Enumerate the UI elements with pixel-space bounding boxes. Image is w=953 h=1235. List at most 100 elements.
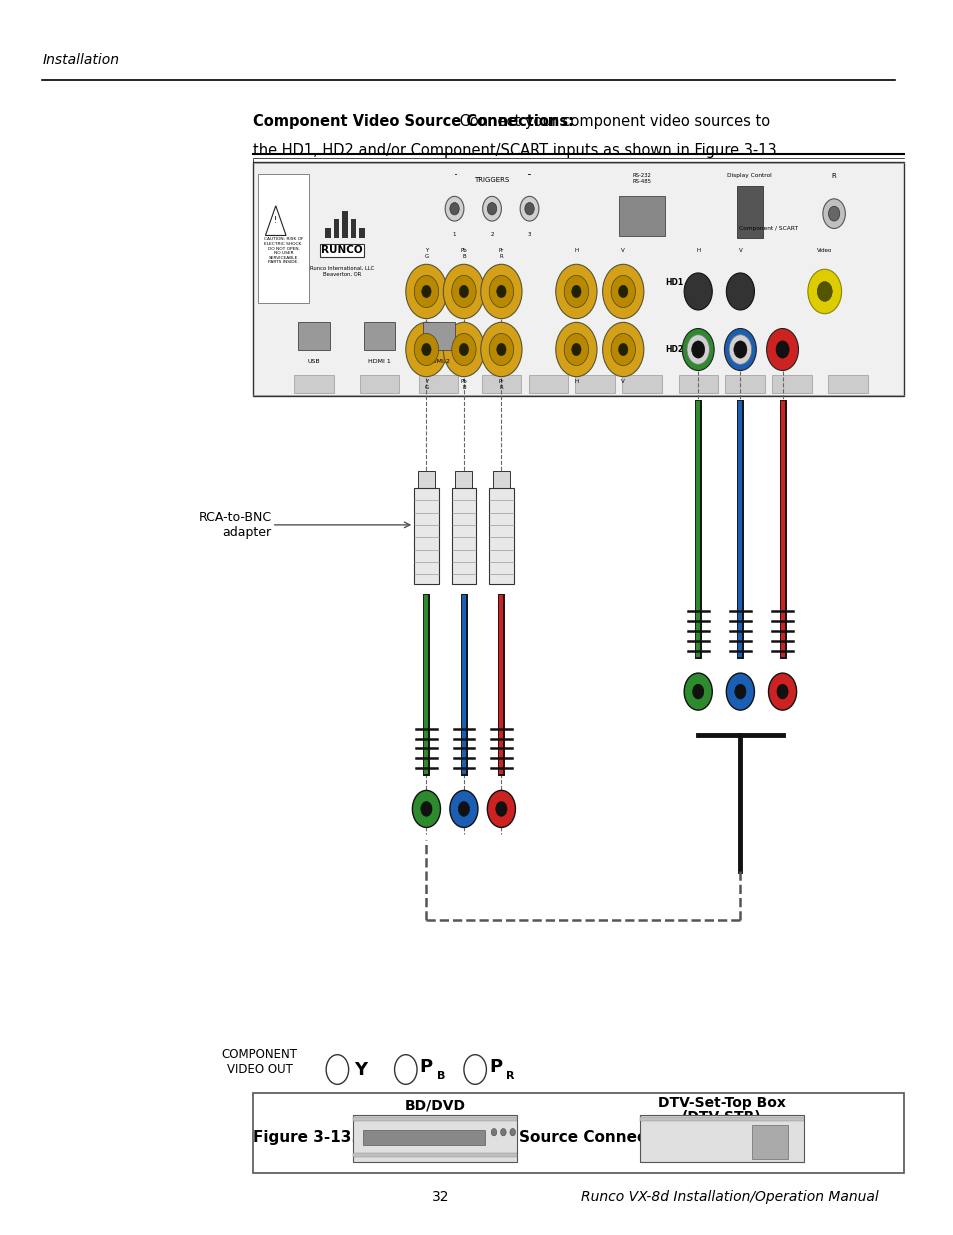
Circle shape: [807, 269, 841, 314]
Text: 32: 32: [432, 1191, 449, 1204]
Text: RS-232
RS-485: RS-232 RS-485: [632, 173, 651, 184]
Circle shape: [500, 1129, 506, 1136]
Circle shape: [775, 341, 788, 358]
Bar: [827, 375, 867, 393]
Bar: [359, 375, 398, 393]
Circle shape: [524, 203, 534, 215]
Text: 1: 1: [453, 232, 456, 237]
Bar: [724, 375, 764, 393]
Circle shape: [563, 275, 588, 308]
Bar: [342, 210, 347, 237]
Text: Pb
B: Pb B: [460, 379, 467, 390]
Circle shape: [458, 343, 468, 356]
Circle shape: [457, 802, 469, 816]
Circle shape: [611, 333, 635, 366]
Circle shape: [776, 684, 787, 699]
Bar: [418, 375, 457, 393]
Circle shape: [691, 341, 704, 358]
Circle shape: [571, 343, 580, 356]
Bar: [639, 1115, 803, 1162]
Text: (DTV-STB): (DTV-STB): [681, 1110, 761, 1124]
Text: Component / SCART: Component / SCART: [739, 226, 797, 231]
Text: P: P: [489, 1058, 502, 1076]
Bar: [294, 375, 334, 393]
Text: BD/DVD: BD/DVD: [404, 1098, 465, 1112]
Bar: [493, 471, 509, 490]
Circle shape: [489, 275, 513, 308]
Bar: [414, 488, 438, 584]
Circle shape: [326, 1055, 348, 1084]
Bar: [575, 375, 614, 393]
Bar: [621, 375, 661, 393]
Circle shape: [412, 790, 440, 827]
Circle shape: [491, 1129, 497, 1136]
Circle shape: [822, 199, 844, 228]
Circle shape: [405, 322, 447, 377]
Text: Component Video Source Connections:: Component Video Source Connections:: [253, 114, 574, 128]
Circle shape: [405, 264, 447, 319]
Circle shape: [414, 333, 438, 366]
Text: Y
G: Y G: [424, 379, 428, 390]
Bar: [678, 375, 718, 393]
Bar: [353, 1118, 517, 1121]
Text: R: R: [831, 173, 836, 179]
Circle shape: [480, 322, 521, 377]
Circle shape: [496, 802, 506, 816]
Circle shape: [395, 1055, 416, 1084]
Bar: [422, 322, 454, 350]
Circle shape: [421, 285, 431, 298]
Bar: [489, 488, 513, 584]
Text: HDMI 2: HDMI 2: [427, 359, 450, 364]
Circle shape: [497, 343, 505, 356]
Bar: [297, 322, 330, 350]
Circle shape: [733, 341, 746, 358]
Circle shape: [487, 790, 515, 827]
Circle shape: [443, 264, 484, 319]
Text: !: !: [274, 216, 277, 225]
Circle shape: [725, 273, 754, 310]
Text: HDMI 1: HDMI 1: [368, 359, 391, 364]
Circle shape: [445, 196, 463, 221]
Text: H: H: [574, 248, 578, 253]
Bar: [253, 1093, 903, 1173]
Circle shape: [450, 203, 458, 215]
Circle shape: [480, 264, 521, 319]
Circle shape: [458, 285, 468, 298]
Text: B: B: [436, 1071, 445, 1081]
Circle shape: [571, 285, 580, 298]
Bar: [455, 471, 472, 490]
Circle shape: [563, 333, 588, 366]
Circle shape: [510, 1129, 515, 1136]
Text: HD2: HD2: [664, 345, 682, 354]
Text: 3: 3: [527, 232, 531, 237]
Bar: [253, 162, 903, 396]
Circle shape: [681, 329, 714, 370]
Circle shape: [489, 333, 513, 366]
Text: P: P: [419, 1058, 433, 1076]
Bar: [618, 196, 664, 236]
Bar: [350, 220, 355, 237]
Bar: [736, 186, 762, 238]
Bar: [325, 227, 331, 237]
Text: Runco VX-8d Installation/Operation Manual: Runco VX-8d Installation/Operation Manua…: [580, 1191, 878, 1204]
Bar: [334, 220, 339, 237]
Bar: [528, 375, 567, 393]
Text: Pr
R: Pr R: [498, 379, 503, 390]
Circle shape: [618, 343, 627, 356]
Circle shape: [768, 673, 796, 710]
Text: Pb
B: Pb B: [460, 248, 467, 259]
Polygon shape: [265, 206, 286, 236]
Circle shape: [420, 802, 432, 816]
Text: COMPONENT
VIDEO OUT: COMPONENT VIDEO OUT: [221, 1049, 297, 1076]
Circle shape: [734, 684, 745, 699]
Bar: [417, 471, 435, 490]
Circle shape: [450, 790, 477, 827]
Circle shape: [602, 322, 643, 377]
Text: Pr
R: Pr R: [498, 248, 503, 259]
Circle shape: [421, 343, 431, 356]
Text: TRIGGERS: TRIGGERS: [474, 177, 509, 183]
Text: Y
G: Y G: [424, 248, 428, 259]
Circle shape: [497, 285, 505, 298]
Text: 2: 2: [490, 232, 494, 237]
Circle shape: [482, 196, 501, 221]
